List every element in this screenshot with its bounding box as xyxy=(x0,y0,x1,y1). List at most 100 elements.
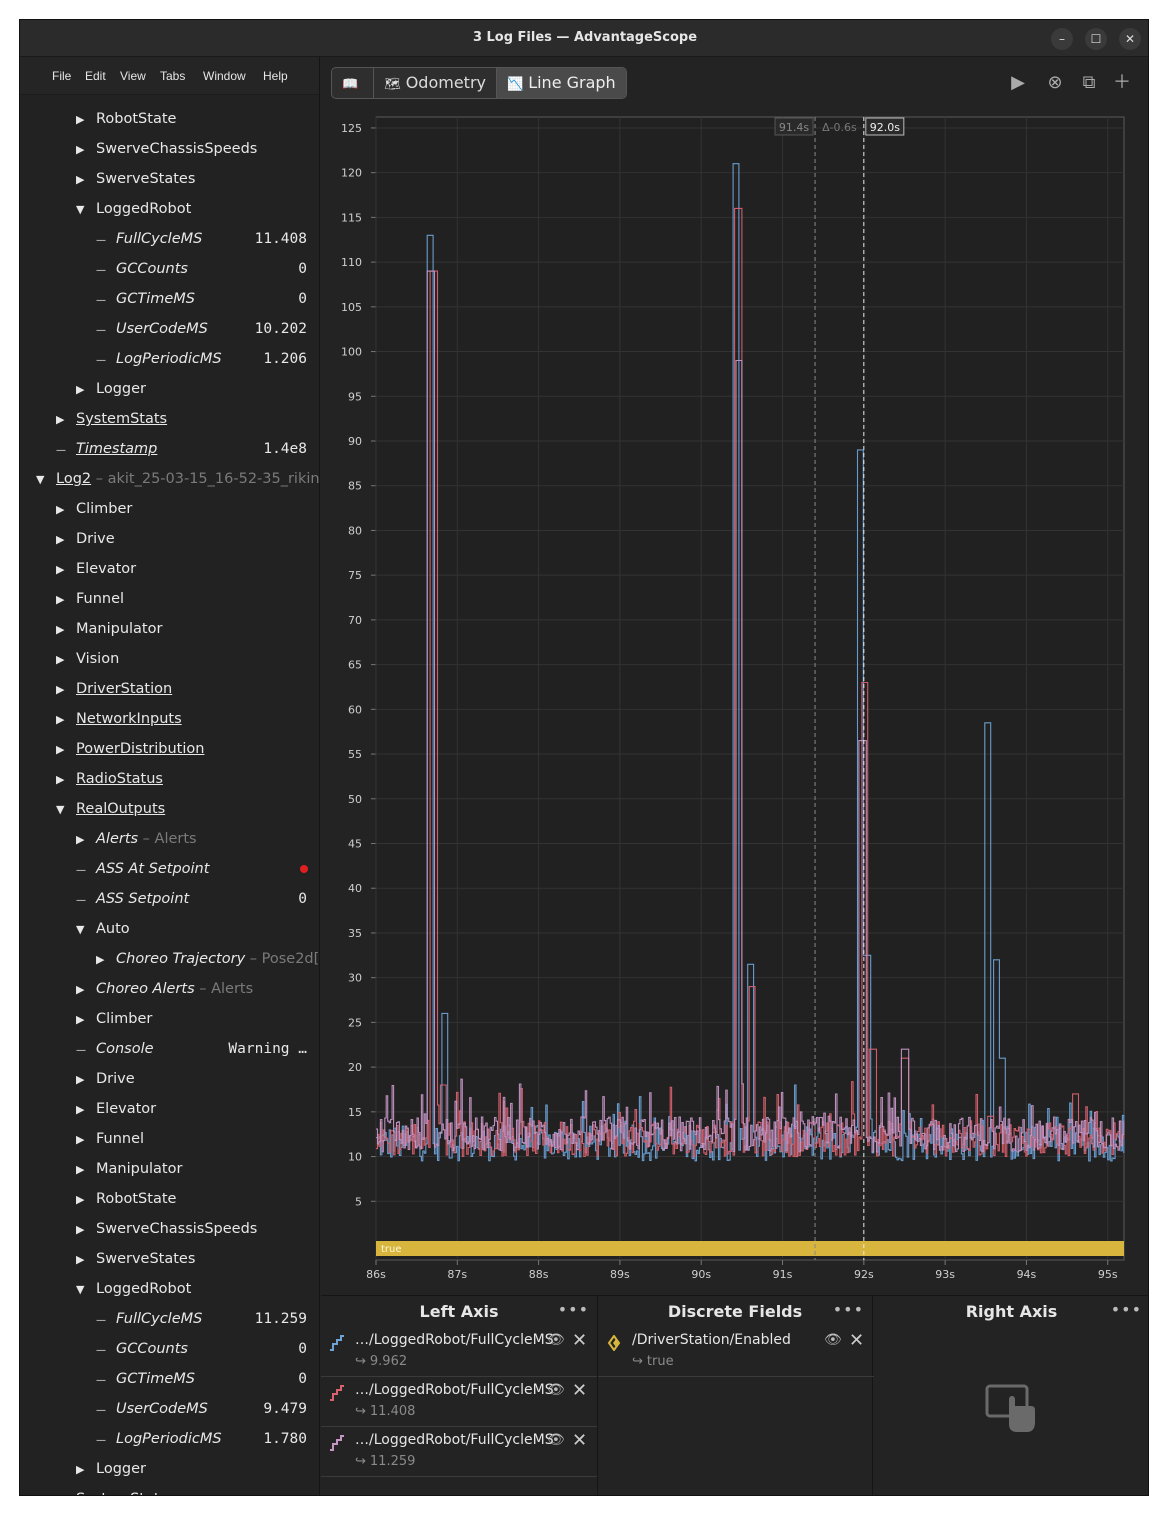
tree-item[interactable]: — ASS At Setpoint xyxy=(76,854,209,884)
tree-item-label: RealOutputs xyxy=(76,801,166,817)
tree-item[interactable]: ▶ Funnel xyxy=(56,584,124,614)
menu-tabs[interactable]: Tabs xyxy=(160,69,186,83)
legend-item[interactable]: /DriverStation/Enabled ↪ true 👁 ✕ xyxy=(598,1327,874,1377)
tree-item[interactable]: ▶ Elevator xyxy=(76,1094,156,1124)
tree-item-label: LogPeriodicMS xyxy=(116,1431,222,1447)
tree-item[interactable]: ▶SystemStats xyxy=(56,1484,167,1495)
tree-item[interactable]: ▶ Manipulator xyxy=(56,614,162,644)
remove-icon[interactable]: ✕ xyxy=(849,1330,865,1351)
new-window-icon[interactable]: ⧉ xyxy=(1082,72,1096,93)
menu-view[interactable]: View xyxy=(120,69,146,83)
tab-line-graph[interactable]: 📉 Line Graph xyxy=(497,68,626,98)
leaf-dash-icon: — xyxy=(76,895,86,906)
tree-item[interactable]: ▶ DriverStation xyxy=(56,674,172,704)
discrete-more-icon[interactable]: ••• xyxy=(832,1300,864,1319)
tree-item[interactable]: — GCTimeMS xyxy=(96,1364,195,1394)
tree-item[interactable]: — UserCodeMS xyxy=(96,1394,208,1424)
collapsed-arrow-icon: ▶ xyxy=(56,683,65,696)
tree-item[interactable]: ▶ Drive xyxy=(76,1064,135,1094)
tree-item[interactable]: ▶ Logger xyxy=(76,374,146,404)
tree-item[interactable]: ▶ Choreo Trajectory – Pose2d[] xyxy=(96,944,319,974)
legend-item[interactable]: …/LoggedRobot/FullCycleMS ↪ 11.259 👁 ✕ xyxy=(321,1427,597,1477)
tree-item[interactable]: ▶ RobotState xyxy=(76,104,176,134)
eye-icon[interactable]: 👁 xyxy=(547,1382,565,1398)
right-axis-more-icon[interactable]: ••• xyxy=(1110,1300,1142,1319)
tree-item[interactable]: ▶ Climber xyxy=(56,494,132,524)
tree-item[interactable]: ▶ RadioStatus xyxy=(56,764,163,794)
discrete-band-label: true xyxy=(381,1244,402,1255)
plot-svg[interactable]: 5 10 15 20 25 30 35 40 45 50 55 60 65 70 75 80 85 90 95 100… xyxy=(321,113,1149,1293)
tree-item[interactable]: ▶ Alerts – Alerts xyxy=(76,824,197,854)
tab-odometry[interactable]: 🗺 Odometry xyxy=(374,68,497,98)
maximize-button[interactable]: ☐ xyxy=(1085,28,1107,50)
menu-help[interactable]: Help xyxy=(263,69,288,83)
tree-item[interactable]: ▼ LoggedRobot xyxy=(76,194,191,224)
hover-time-box xyxy=(774,117,814,136)
tree-item[interactable]: ▶ PowerDistribution xyxy=(56,734,204,764)
leaf-dash-icon: — xyxy=(96,295,106,306)
tree-item[interactable]: ▶SystemStats xyxy=(56,404,167,434)
y-tick-label: 85 xyxy=(348,480,362,493)
legend-item[interactable]: …/LoggedRobot/FullCycleMS ↪ 11.408 👁 ✕ xyxy=(321,1377,597,1427)
tree-item[interactable]: — GCCounts xyxy=(96,254,188,284)
y-tick-label: 25 xyxy=(348,1016,362,1029)
eye-icon[interactable]: 👁 xyxy=(547,1332,565,1348)
tree-item[interactable]: ▶ SwerveChassisSpeeds xyxy=(76,134,257,164)
minimize-button[interactable]: – xyxy=(1051,28,1073,50)
eye-icon[interactable]: 👁 xyxy=(824,1332,842,1348)
tree-item[interactable]: — Timestamp xyxy=(56,434,157,464)
tree-item[interactable]: ▼ Log2 – akit_25-03-15_16-52-35_rikin_ xyxy=(36,464,320,494)
y-tick-label: 80 xyxy=(348,524,362,537)
tree-item[interactable]: — UserCodeMS xyxy=(96,314,208,344)
tree-item-value: 11.408 xyxy=(254,231,307,247)
x-tick-label: 91s xyxy=(773,1268,793,1281)
menu-window[interactable]: Window xyxy=(203,69,246,83)
tree-item[interactable]: ▶ Manipulator xyxy=(76,1154,182,1184)
remove-icon[interactable]: ✕ xyxy=(572,1330,588,1351)
tree-item[interactable]: — LogPeriodicMS xyxy=(96,1424,222,1454)
tree-item[interactable]: ▶ Drive xyxy=(56,524,115,554)
left-axis-more-icon[interactable]: ••• xyxy=(557,1300,589,1319)
tree-item-label: GCTimeMS xyxy=(116,1371,196,1387)
tree-item[interactable]: — FullCycleMS xyxy=(96,1304,202,1334)
menu-file[interactable]: File xyxy=(52,69,72,83)
tree-item[interactable]: ▶ Logger xyxy=(76,1454,146,1484)
tree-item[interactable]: ▼ Auto xyxy=(76,914,130,944)
tree-item[interactable]: — GCCounts xyxy=(96,1334,188,1364)
tree-item[interactable]: ▶ Elevator xyxy=(56,554,136,584)
tab-docs[interactable]: 📖 xyxy=(332,68,375,98)
tree-item[interactable]: — GCTimeMS xyxy=(96,284,195,314)
tree-item[interactable]: ▶ RobotState xyxy=(76,1184,176,1214)
tree-item[interactable]: ▶ SwerveChassisSpeeds xyxy=(76,1214,257,1244)
play-icon[interactable]: ▶ xyxy=(1011,72,1025,93)
add-tab-icon[interactable]: ＋ xyxy=(1113,72,1131,93)
tree-item[interactable]: ▼ RealOutputs xyxy=(56,794,165,824)
tree-item-label: Drive xyxy=(76,531,115,547)
tree-item[interactable]: ▶ SwerveStates xyxy=(76,1244,195,1274)
remove-icon[interactable]: ✕ xyxy=(572,1430,588,1451)
tree-item[interactable]: ▶ Funnel xyxy=(76,1124,144,1154)
tree-item[interactable]: ▶ Vision xyxy=(56,644,119,674)
eye-icon[interactable]: 👁 xyxy=(547,1432,565,1448)
tree-item-type: – akit_25-03-15_16-52-35_rikin_ xyxy=(91,471,320,487)
tree-item[interactable]: — LogPeriodicMS xyxy=(96,344,222,374)
tree-item[interactable]: ▶ SwerveStates xyxy=(76,164,195,194)
close-button[interactable]: ✕ xyxy=(1119,28,1141,50)
remove-icon[interactable]: ✕ xyxy=(572,1380,588,1401)
tree-item[interactable]: ▶ Climber xyxy=(76,1004,152,1034)
tree-item[interactable]: — ASS Setpoint xyxy=(76,884,189,914)
tree-item-value: 0 xyxy=(298,261,307,277)
x-tick-label: 93s xyxy=(935,1268,955,1281)
tree-item[interactable]: ▶ NetworkInputs xyxy=(56,704,182,734)
tree-item[interactable]: ▶ Choreo Alerts – Alerts xyxy=(76,974,253,1004)
leaf-dash-icon: — xyxy=(96,355,106,366)
tree-item[interactable]: ▼ LoggedRobot xyxy=(76,1274,191,1304)
tree-item[interactable]: — FullCycleMS xyxy=(96,224,202,254)
line-graph[interactable]: 5 10 15 20 25 30 35 40 45 50 55 60 65 70 75 80 85 90 95 100… xyxy=(321,113,1149,1293)
close-circle-icon[interactable]: ⊗ xyxy=(1047,72,1063,93)
menu-edit[interactable]: Edit xyxy=(85,69,106,83)
legend-item[interactable]: …/LoggedRobot/FullCycleMS ↪ 9.962 👁 ✕ xyxy=(321,1327,597,1377)
tree-item[interactable]: — Console xyxy=(76,1034,154,1064)
y-tick-label: 10 xyxy=(348,1151,362,1164)
tree-item-label: GCCounts xyxy=(116,261,188,277)
